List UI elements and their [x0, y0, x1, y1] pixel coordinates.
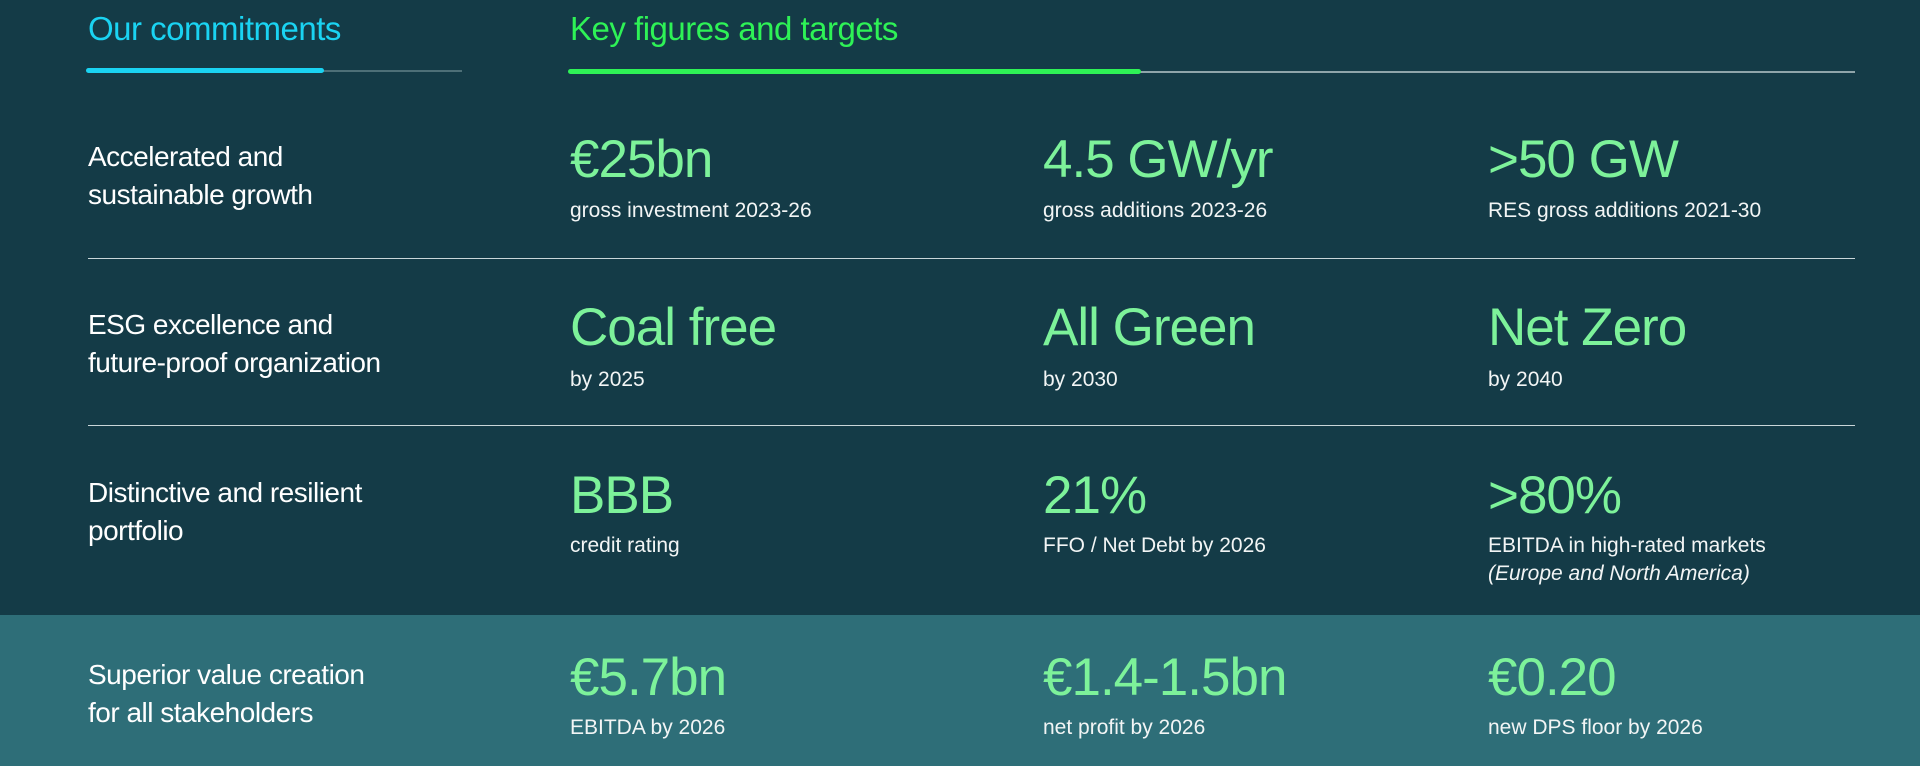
figure-caption: net profit by 2026 [1043, 716, 1206, 739]
figure-value: >80% [1488, 466, 1622, 525]
figure-caption: EBITDA in high-rated markets [1488, 534, 1766, 557]
figures-underline-track [570, 71, 1855, 73]
figure-note: (Europe and North America) [1488, 562, 1750, 585]
commitments-underline [86, 68, 324, 73]
figure-value: 21% [1043, 466, 1147, 525]
figure-value: €1.4-1.5bn [1043, 648, 1287, 707]
key-figures-heading: Key figures and targets [570, 10, 898, 47]
figure-caption: EBITDA by 2026 [570, 716, 726, 739]
figure-value: €25bn [570, 130, 713, 189]
figure-value: BBB [570, 466, 674, 525]
figure-value: 4.5 GW/yr [1043, 130, 1274, 189]
figure-value: €5.7bn [570, 648, 727, 707]
figure-caption: FFO / Net Debt by 2026 [1043, 534, 1266, 557]
figure-caption: by 2025 [570, 368, 645, 391]
highlight-band [0, 615, 1920, 766]
figure-value: >50 GW [1488, 130, 1679, 189]
row-label: Superior value creation for all stakehold… [88, 659, 365, 728]
row-label: ESG excellence and future-proof organizat… [88, 309, 381, 378]
row-divider [88, 258, 1855, 259]
row-label: Accelerated and sustainable growth [88, 141, 313, 210]
our-commitments-heading: Our commitments [88, 10, 341, 47]
row-label: Distinctive and resilient portfolio [88, 477, 362, 546]
figure-caption: gross additions 2023-26 [1043, 199, 1268, 222]
figure-value: €0.20 [1488, 648, 1617, 707]
figure-caption: RES gross additions 2021-30 [1488, 199, 1762, 222]
figure-caption: gross investment 2023-26 [570, 199, 812, 222]
figure-caption: by 2030 [1043, 368, 1118, 391]
figure-caption: credit rating [570, 534, 680, 557]
figure-caption: new DPS floor by 2026 [1488, 716, 1703, 739]
figures-underline [568, 69, 1141, 74]
row-divider [88, 425, 1855, 426]
figure-value: Coal free [570, 298, 777, 357]
figure-value: Net Zero [1488, 298, 1687, 357]
figure-caption: by 2040 [1488, 368, 1563, 391]
figure-value: All Green [1043, 298, 1256, 357]
